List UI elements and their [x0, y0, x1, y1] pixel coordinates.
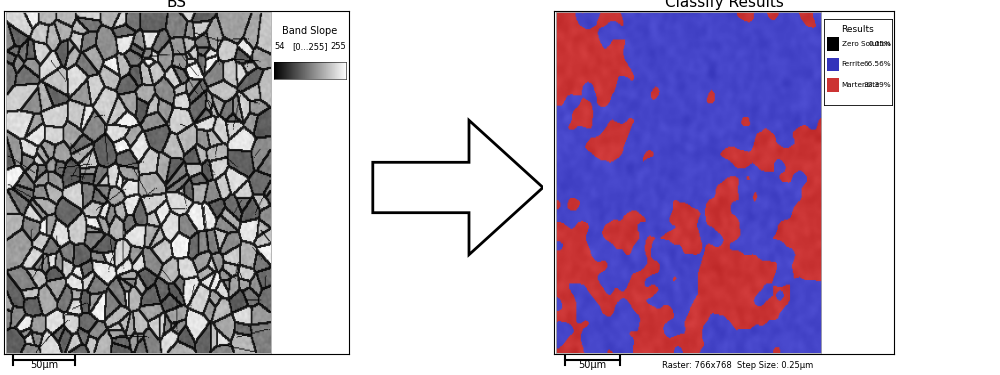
- Text: Results: Results: [842, 25, 874, 34]
- Text: [0...255]: [0...255]: [292, 42, 328, 51]
- Text: 50μm: 50μm: [578, 360, 607, 370]
- Bar: [827, 78, 839, 92]
- Polygon shape: [373, 120, 543, 255]
- Text: 54: 54: [274, 42, 285, 51]
- Text: 33.39%: 33.39%: [864, 82, 891, 88]
- Text: Martensite: Martensite: [842, 82, 880, 88]
- Text: 66.56%: 66.56%: [864, 62, 891, 68]
- Bar: [827, 58, 839, 71]
- Text: 255: 255: [330, 42, 346, 51]
- Text: Ferrite: Ferrite: [842, 62, 865, 68]
- Text: 0.05%: 0.05%: [868, 41, 891, 47]
- Text: Raster: 766x768  Step Size: 0.25μm: Raster: 766x768 Step Size: 0.25μm: [662, 362, 813, 370]
- Text: Zero Solution: Zero Solution: [842, 41, 890, 47]
- Text: 50μm: 50μm: [30, 360, 58, 370]
- Title: Classify Results: Classify Results: [665, 0, 783, 10]
- Text: Band Slope: Band Slope: [282, 26, 338, 36]
- Bar: [827, 37, 839, 51]
- Title: BS: BS: [166, 0, 186, 10]
